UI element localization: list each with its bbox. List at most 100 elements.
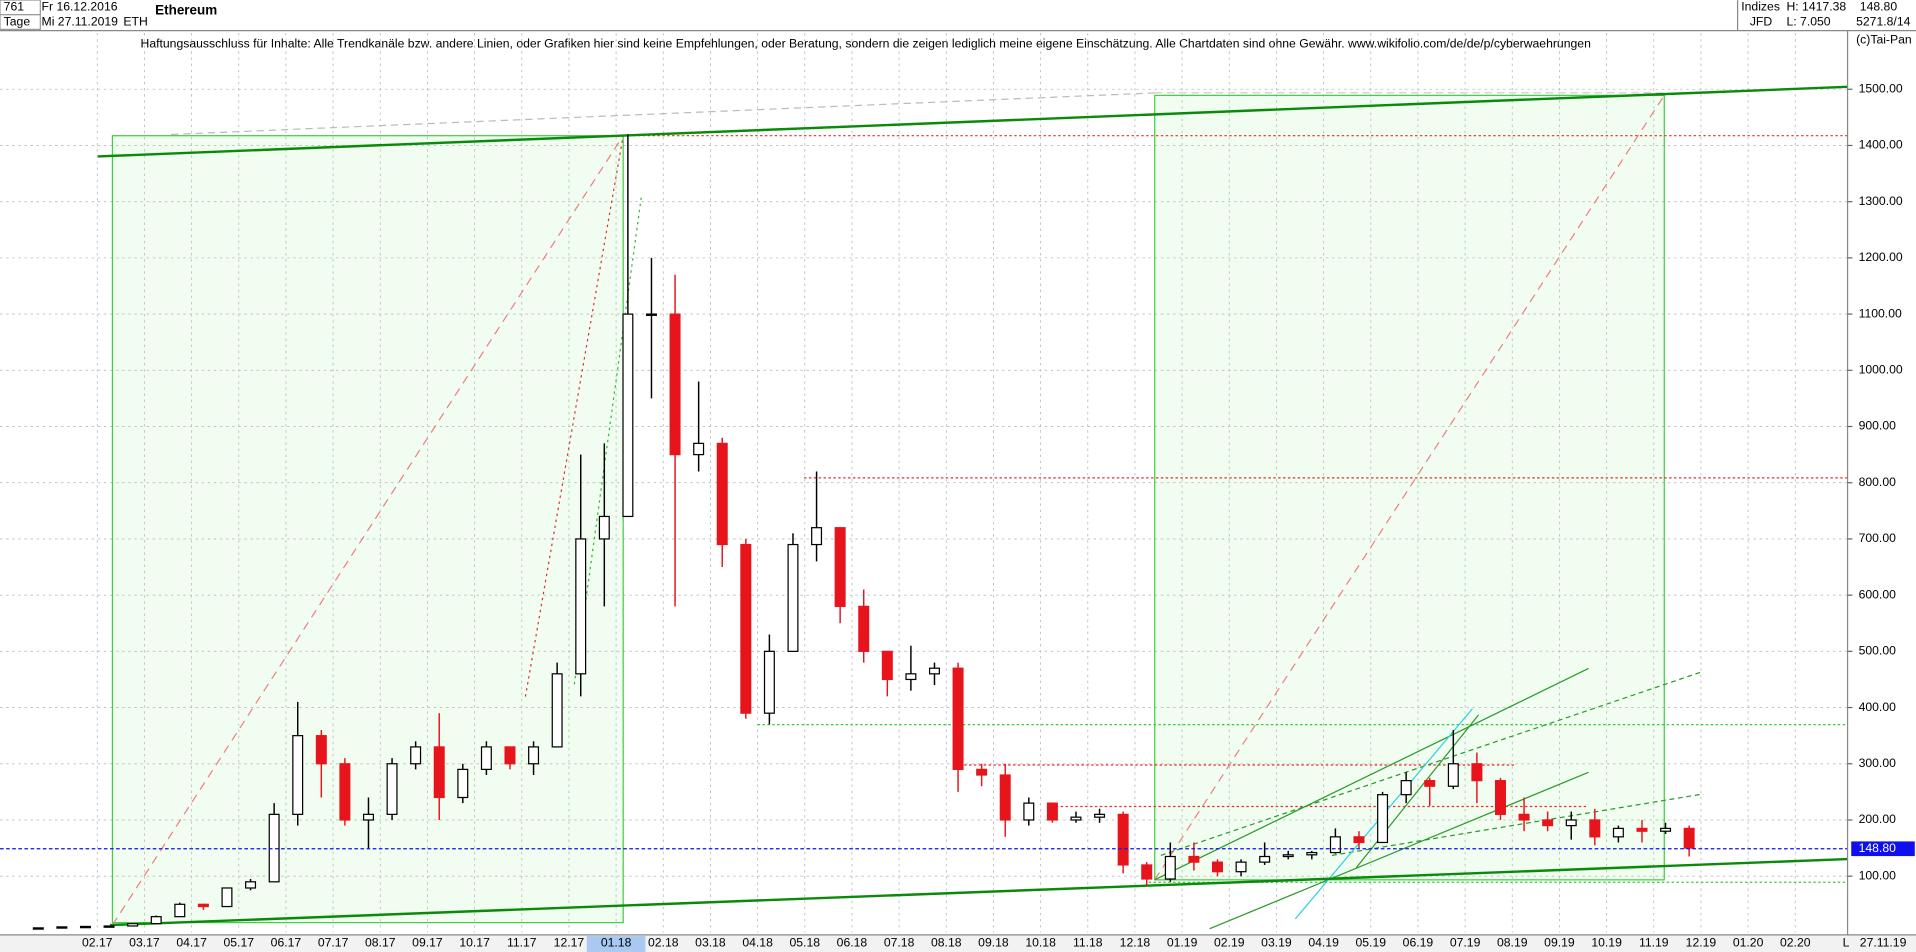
y-tick-label: 100.00 <box>1859 868 1897 882</box>
candle-body <box>1377 794 1389 844</box>
candle-body <box>716 442 728 546</box>
candle-body <box>504 746 516 765</box>
chart-title: Ethereum <box>155 3 217 18</box>
candle-body <box>575 538 587 675</box>
y-tick-label: 1400.00 <box>1859 138 1903 152</box>
symbol: ETH <box>123 14 147 28</box>
candle-body <box>433 746 445 799</box>
period-box[interactable] <box>0 14 41 30</box>
y-tick-label: 900.00 <box>1859 419 1897 433</box>
candle-body <box>645 313 657 316</box>
source: JFD <box>1750 14 1773 28</box>
last-price-box <box>1851 841 1915 857</box>
x-tick-label: 10.19 <box>1591 936 1622 950</box>
annotations <box>97 85 1848 930</box>
end-date: Mi 27.11.2019 <box>42 14 119 28</box>
x-axis-strip <box>0 934 1916 952</box>
x-tick-label: 02.17 <box>82 936 113 950</box>
axis-end-marker: L <box>1843 936 1850 950</box>
x-tick-label: 12.19 <box>1686 936 1717 950</box>
start-date: Fr 16.12.2016 <box>42 0 118 14</box>
candle-body <box>386 763 398 815</box>
candle-body <box>127 923 139 927</box>
x-tick-label: 05.19 <box>1355 936 1386 950</box>
diagonal <box>1154 95 1665 881</box>
candle-body <box>245 881 257 889</box>
candle-body <box>551 673 563 748</box>
diagonal <box>573 195 643 685</box>
candle-body <box>1400 780 1412 796</box>
candle-body <box>528 746 540 765</box>
period[interactable]: Tage <box>4 14 31 28</box>
candle-body <box>103 925 115 928</box>
y-tick-label: 300.00 <box>1859 756 1897 770</box>
y-tick-label: 1100.00 <box>1859 306 1902 320</box>
x-tick-label: 08.19 <box>1497 936 1528 950</box>
x-tick-label: 05.18 <box>789 936 820 950</box>
x-tick-label: 11.19 <box>1639 936 1669 950</box>
candle-body <box>905 673 917 681</box>
candle-body <box>1094 813 1106 818</box>
y-tick-label: 1000.00 <box>1859 363 1903 377</box>
candle-body <box>1471 763 1483 782</box>
candle-body <box>1117 813 1129 866</box>
x-tick-label: 07.18 <box>884 936 915 950</box>
candle-body <box>928 667 940 675</box>
candle-body <box>740 543 752 714</box>
candle-body <box>952 667 964 770</box>
candle-body <box>268 813 280 883</box>
trend-line <box>1209 771 1589 930</box>
candle-body <box>811 527 823 546</box>
candle-body <box>834 527 846 607</box>
x-tick-label: 02.20 <box>1780 936 1811 950</box>
y-tick-label: 1500.00 <box>1859 81 1903 95</box>
y-tick-label: 1200.00 <box>1859 250 1903 264</box>
candle-body <box>1683 827 1695 849</box>
channel-bottom <box>109 857 1848 927</box>
low: L: 7.050 <box>1786 14 1830 28</box>
candle-body <box>1542 819 1554 827</box>
candle-body <box>858 605 870 652</box>
candle-body <box>881 650 893 681</box>
candle-body <box>292 735 304 815</box>
candle-body <box>1612 827 1624 838</box>
x-tick-label: 09.17 <box>412 936 443 950</box>
x-tick-highlight <box>586 936 646 952</box>
candle-body <box>787 543 799 652</box>
candle-body <box>221 887 233 908</box>
x-tick-label: 09.18 <box>978 936 1009 950</box>
count[interactable]: 761 <box>4 0 25 14</box>
candle-body <box>1353 836 1365 844</box>
candle-body <box>362 813 374 821</box>
candle-body <box>315 735 327 765</box>
x-tick-label: 04.18 <box>742 936 773 950</box>
candle-body <box>1282 854 1294 858</box>
high: H: 1417.38 <box>1786 0 1846 14</box>
x-tick-label: 07.19 <box>1450 936 1481 950</box>
trend-line <box>1331 793 1702 857</box>
diagonal <box>111 135 624 926</box>
candle-body <box>976 768 988 776</box>
x-tick-label: 03.18 <box>695 936 726 950</box>
candle-body <box>1329 836 1341 854</box>
candle-body <box>79 925 91 929</box>
candle-body <box>197 903 209 908</box>
x-tick-label: 06.19 <box>1403 936 1434 950</box>
info: 5271.8/14 <box>1856 14 1911 28</box>
candle-body <box>1259 855 1271 863</box>
x-tick-label: 04.17 <box>176 936 207 950</box>
y-tick-label: 800.00 <box>1859 475 1897 489</box>
x-tick-label: 03.17 <box>129 936 160 950</box>
x-tick-label: 02.19 <box>1214 936 1245 950</box>
candle-body <box>669 313 681 456</box>
candle-body <box>1211 861 1223 873</box>
x-tick-label: 09.19 <box>1544 936 1575 950</box>
x-tick-label: 01.19 <box>1167 936 1198 950</box>
candle-body <box>622 313 634 518</box>
candle-body <box>1424 780 1436 787</box>
candle-body <box>1306 851 1318 856</box>
copyright: (c)Tai-Pan <box>1856 33 1912 47</box>
candle-body <box>1518 813 1530 821</box>
